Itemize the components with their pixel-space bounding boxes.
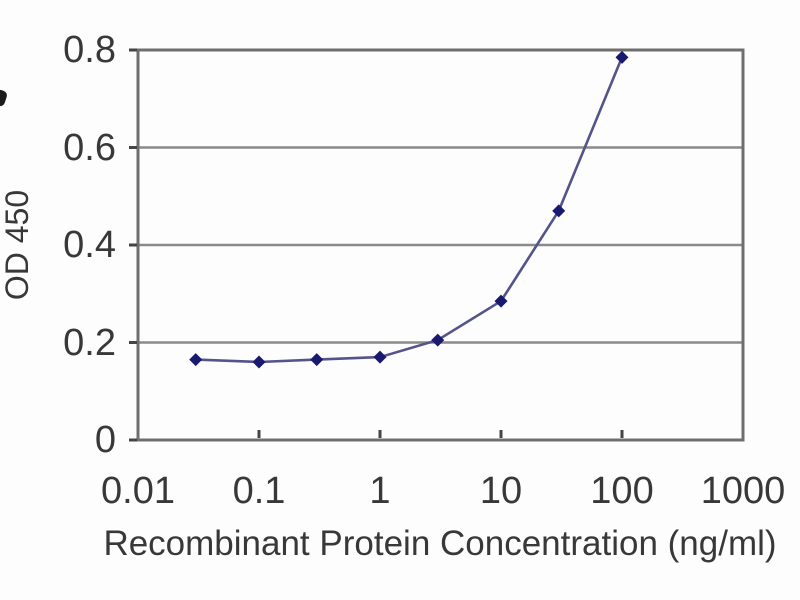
y-tick-label: 0.6 xyxy=(63,126,116,169)
data-point-marker xyxy=(373,350,387,364)
y-tick-label: 0.8 xyxy=(63,29,116,71)
data-point-marker xyxy=(310,353,324,367)
data-point-marker xyxy=(615,50,629,64)
x-axis-title: Recombinant Protein Concentration (ng/ml… xyxy=(103,524,777,563)
x-tick-label: 1 xyxy=(369,470,391,512)
y-tick-label: 0 xyxy=(94,419,116,461)
plot-border xyxy=(136,48,745,442)
y-axis-title: OD 450 xyxy=(0,189,35,301)
data-point-marker xyxy=(552,204,566,218)
data-point-marker xyxy=(494,294,508,308)
y-tick-label: 0.2 xyxy=(63,321,116,364)
data-point-marker xyxy=(252,355,266,369)
x-tick-label: 100 xyxy=(590,470,654,512)
data-point-marker xyxy=(431,333,445,347)
x-tick-label: 1000 xyxy=(700,470,786,512)
y-tick-label: 0.4 xyxy=(63,224,116,266)
x-tick-label: 10 xyxy=(479,470,523,512)
data-point-marker xyxy=(189,353,203,367)
x-tick-label: 0.01 xyxy=(101,470,175,512)
x-tick-label: 0.1 xyxy=(232,470,286,512)
series-line xyxy=(195,56,624,364)
